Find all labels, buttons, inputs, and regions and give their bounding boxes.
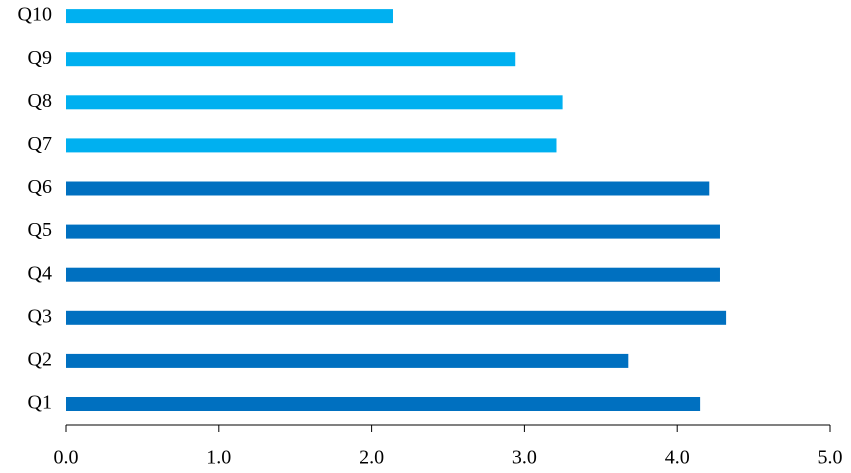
x-tick-label: 1.0 [206,447,231,469]
y-tick-label: Q2 [28,348,52,370]
bar [66,52,516,67]
bar [66,224,720,239]
bar [66,138,557,153]
y-tick-label: Q7 [28,133,52,155]
bar [66,267,720,282]
bar [66,353,629,368]
x-tick-label: 4.0 [665,447,690,469]
y-tick-label: Q5 [28,219,52,241]
y-tick-label: Q1 [28,392,52,414]
y-tick-label: Q3 [28,305,52,327]
x-tick-label: 2.0 [359,447,384,469]
y-tick-label: Q4 [28,262,52,284]
bar [66,397,701,411]
x-tick-label: 3.0 [512,447,537,469]
y-tick-label: Q10 [18,4,52,26]
bar [66,181,710,196]
bar [66,310,727,325]
x-tick-label: 0.0 [54,447,79,469]
bar [66,95,563,110]
x-tick-label: 5.0 [818,447,843,469]
y-tick-label: Q9 [28,47,52,69]
y-tick-label: Q6 [28,176,52,198]
y-tick-label: Q8 [28,90,52,112]
bar [66,9,393,24]
